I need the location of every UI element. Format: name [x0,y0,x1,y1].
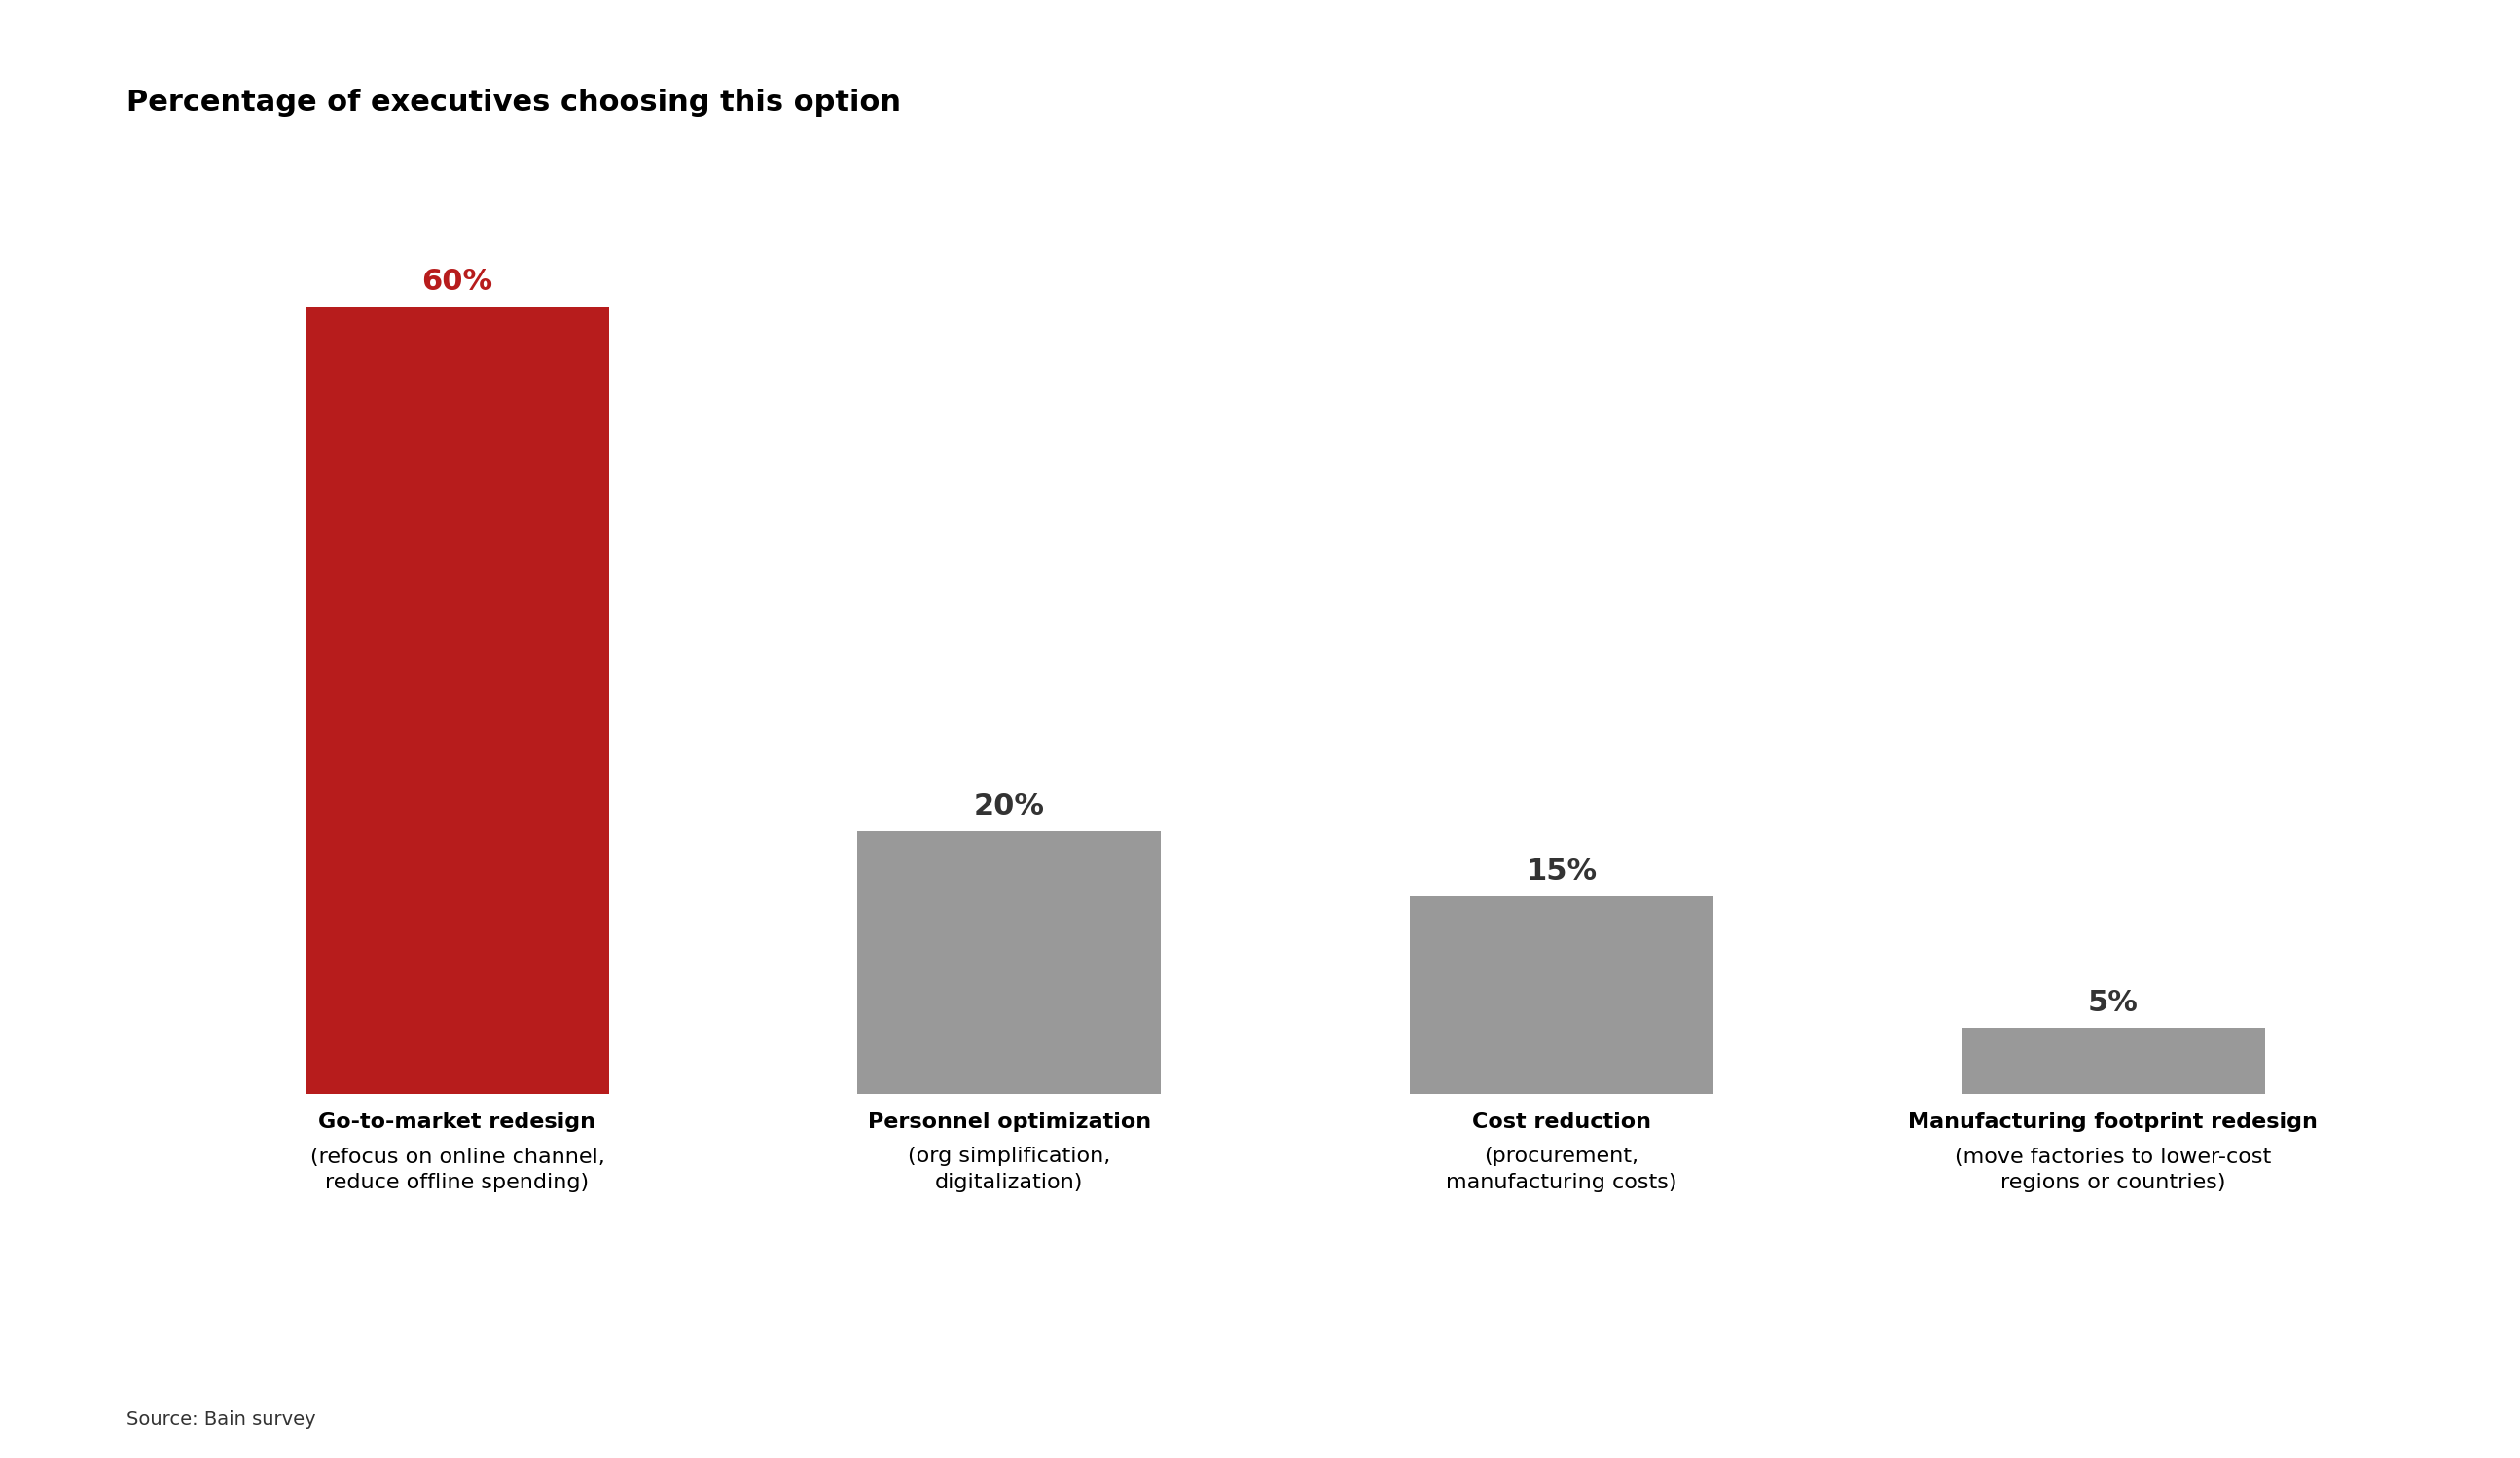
Text: (org simplification,
digitalization): (org simplification, digitalization) [907,1147,1111,1193]
Text: (move factories to lower-cost
regions or countries): (move factories to lower-cost regions or… [1956,1147,2271,1193]
Text: 60%: 60% [421,267,494,296]
Text: Source: Bain survey: Source: Bain survey [126,1410,315,1429]
Text: (refocus on online channel,
reduce offline spending): (refocus on online channel, reduce offli… [310,1147,605,1193]
Text: Cost reduction: Cost reduction [1472,1112,1651,1131]
Text: 20%: 20% [973,792,1046,821]
Bar [1409,897,1714,1094]
Text: (procurement,
manufacturing costs): (procurement, manufacturing costs) [1446,1147,1676,1193]
Text: 5%: 5% [2089,989,2139,1018]
Text: Personnel optimization: Personnel optimization [867,1112,1152,1131]
Bar [1961,1028,2265,1094]
Text: Go-to-market redesign: Go-to-market redesign [318,1112,595,1131]
Bar [857,831,1162,1094]
Text: Percentage of executives choosing this option: Percentage of executives choosing this o… [126,89,900,117]
Text: Manufacturing footprint redesign: Manufacturing footprint redesign [1908,1112,2318,1131]
Text: 15%: 15% [1525,857,1598,886]
Bar [305,306,610,1094]
